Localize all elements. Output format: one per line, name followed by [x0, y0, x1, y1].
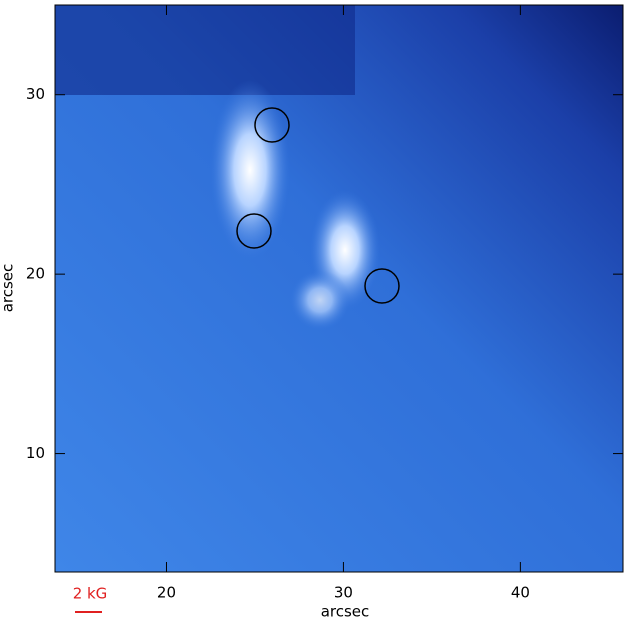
x-tick-label: 30	[334, 584, 353, 602]
y-tick-label: 10	[26, 444, 45, 462]
dark-region	[55, 5, 355, 95]
x-tick-label: 40	[511, 584, 530, 602]
bright-region	[210, 80, 290, 260]
x-tick-label: 20	[157, 584, 176, 602]
circle-marker	[364, 268, 400, 304]
y-axis-label: arcsec	[0, 264, 17, 313]
scale-label: 2 kG	[73, 585, 108, 603]
x-axis-label: arcsec	[321, 603, 370, 621]
image-layer	[55, 5, 623, 572]
circle-marker	[254, 107, 290, 143]
bright-region	[290, 270, 350, 330]
plot-frame	[54, 4, 624, 573]
y-tick-label: 20	[26, 265, 45, 283]
circle-marker	[236, 213, 272, 249]
y-tick-label: 30	[26, 85, 45, 103]
